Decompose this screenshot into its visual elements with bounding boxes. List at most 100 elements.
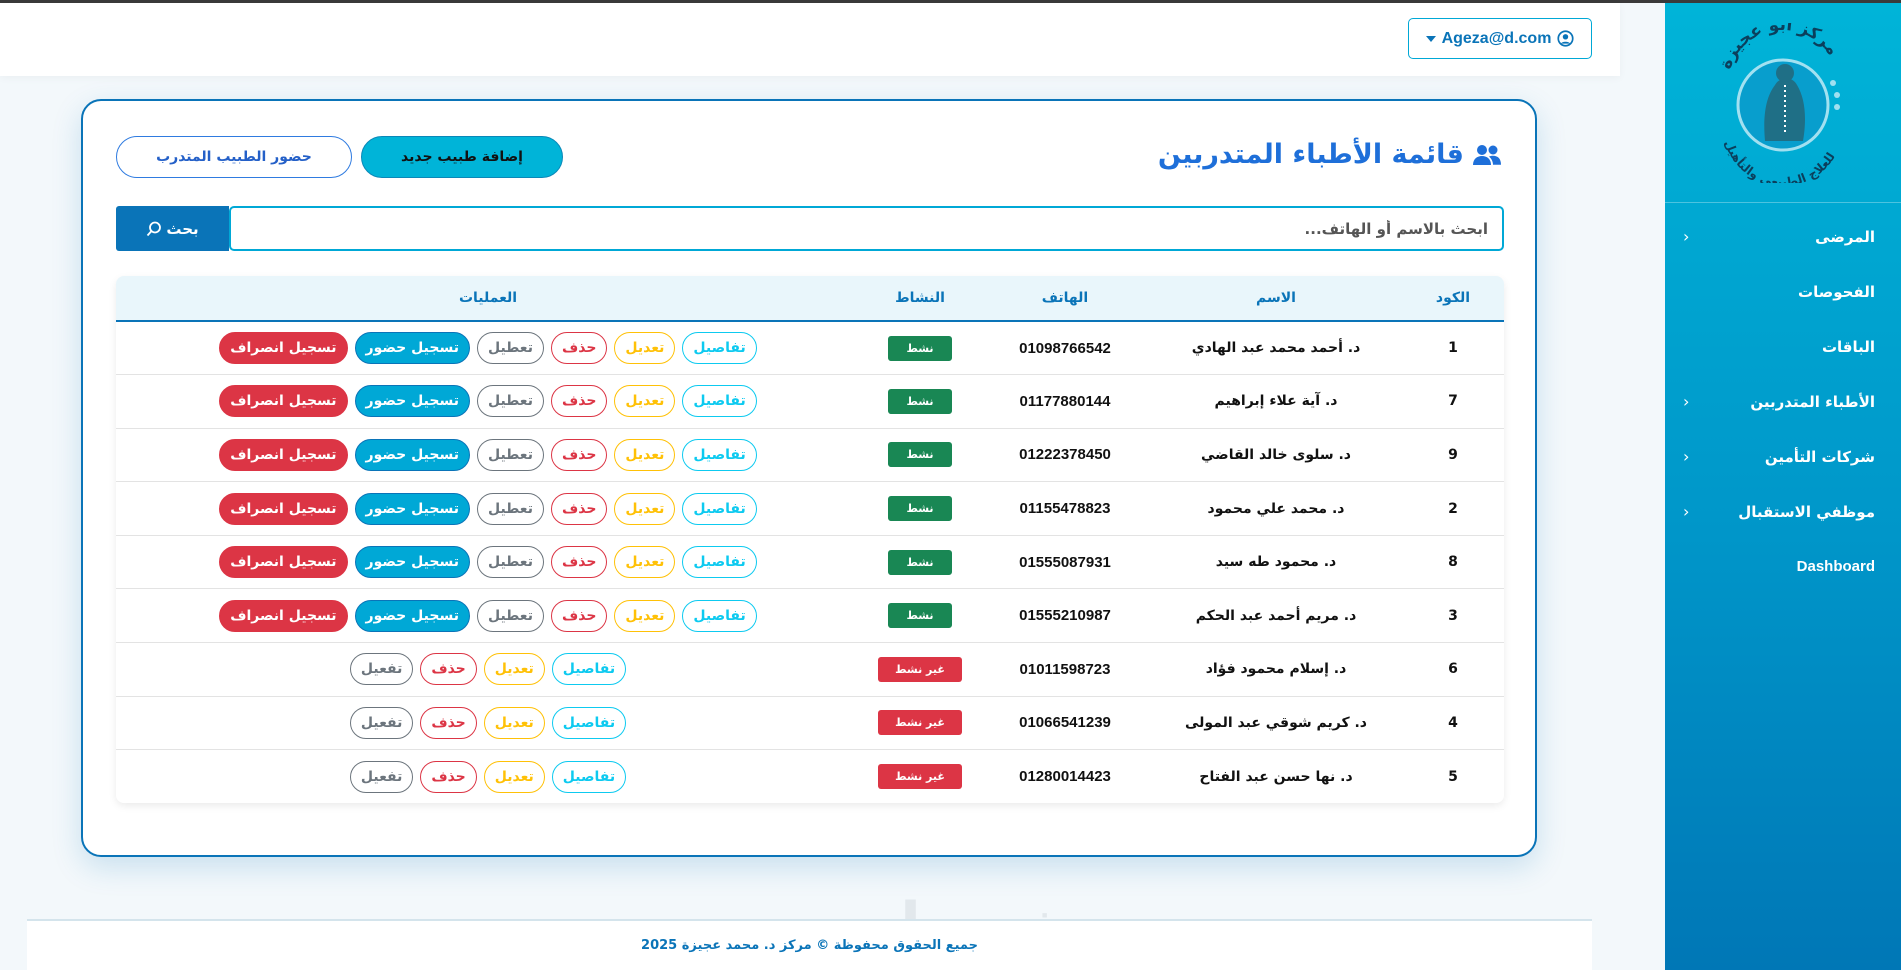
user-circle-icon [1557, 30, 1574, 47]
cell-name: د. أحمد محمد عبد الهادي [1150, 321, 1402, 376]
status-badge: نشط [888, 442, 952, 468]
edit-button[interactable]: تعديل [614, 385, 676, 418]
status-badge: غير نشط [878, 656, 962, 682]
user-email: Ageza@d.com [1441, 29, 1552, 47]
status-badge: نشط [888, 549, 952, 575]
edit-button[interactable]: تعديل [614, 332, 676, 365]
cell-code: 3 [1402, 588, 1504, 644]
cell-name: د. نها حسن عبد الفتاح [1150, 749, 1402, 804]
disable-button[interactable]: تعطيل [476, 492, 544, 525]
cell-status: نشط [860, 481, 980, 536]
table-row: 2 د. محمد علي محمود 01155478823 نشط تفاص… [116, 481, 1504, 536]
details-button[interactable]: تفاصيل [682, 332, 757, 365]
cell-name: د. مريم أحمد عبد الحكم [1150, 588, 1402, 644]
logo[interactable]: مركز أبو عجيزة للعلاج الطبيعي والتأهيل [1665, 3, 1901, 203]
status-badge: غير نشط [878, 710, 962, 736]
disable-button[interactable]: تعطيل [476, 385, 544, 418]
check-out-button[interactable]: تسجيل انصراف [219, 546, 348, 579]
chevron-left-icon: ‹ [1683, 227, 1690, 246]
table-row: 5 د. نها حسن عبد الفتاح 01280014423 غير … [116, 749, 1504, 804]
sidebar-item-examinations[interactable]: الفحوصات [1665, 264, 1901, 319]
cell-name: د. آية علاء إبراهيم [1150, 374, 1402, 429]
delete-button[interactable]: حذف [420, 653, 477, 686]
sidebar-item-receptionists[interactable]: موظفي الاستقبال ‹ [1665, 484, 1901, 539]
delete-button[interactable]: حذف [550, 492, 608, 525]
check-out-button[interactable]: تسجيل انصراف [219, 438, 348, 471]
edit-button[interactable]: تعديل [614, 599, 676, 632]
enable-button[interactable]: تفعيل [349, 706, 414, 739]
details-button[interactable]: تفاصيل [682, 385, 757, 418]
sidebar-item-label: المرضى [1815, 227, 1875, 246]
edit-button[interactable]: تعديل [483, 706, 545, 739]
details-button[interactable]: تفاصيل [551, 653, 627, 686]
chevron-left-icon: ‹ [1683, 502, 1690, 521]
disable-button[interactable]: تعطيل [476, 332, 544, 365]
search-button[interactable]: بحث [116, 206, 229, 251]
sidebar-item-insurance[interactable]: شركات التأمين ‹ [1665, 429, 1901, 484]
cell-status: غير نشط [860, 696, 980, 751]
check-out-button[interactable]: تسجيل انصراف [219, 599, 348, 632]
details-button[interactable]: تفاصيل [682, 492, 757, 525]
details-button[interactable]: تفاصيل [682, 599, 757, 632]
check-out-button[interactable]: تسجيل انصراف [219, 332, 348, 365]
cell-code: 9 [1402, 428, 1504, 483]
cell-phone: 01280014423 [980, 749, 1150, 804]
check-in-button[interactable]: تسجيل حضور [354, 438, 470, 471]
edit-button[interactable]: تعديل [614, 492, 676, 525]
table-row: 9 د. سلوى خالد القاضي 01222378450 نشط تف… [116, 428, 1504, 483]
disable-button[interactable]: تعطيل [476, 599, 544, 632]
column-header-phone: الهاتف [980, 276, 1150, 322]
enable-button[interactable]: تفعيل [349, 760, 414, 793]
delete-button[interactable]: حذف [420, 760, 477, 793]
disable-button[interactable]: تعطيل [476, 546, 544, 579]
check-in-button[interactable]: تسجيل حضور [354, 546, 470, 579]
edit-button[interactable]: تعديل [614, 546, 676, 579]
cell-code: 2 [1402, 481, 1504, 536]
cell-name: د. محمود طه سيد [1150, 535, 1402, 590]
delete-button[interactable]: حذف [420, 706, 477, 739]
row-actions: تفاصيل تعديل حذف تعطيل تسجيل حضور تسجيل انصرا… [116, 438, 860, 471]
sidebar-item-dashboard[interactable]: Dashboard [1665, 539, 1901, 594]
edit-button[interactable]: تعديل [483, 653, 545, 686]
details-button[interactable]: تفاصيل [551, 706, 627, 739]
check-out-button[interactable]: تسجيل انصراف [219, 385, 348, 418]
disable-button[interactable]: تعطيل [476, 438, 544, 471]
details-button[interactable]: تفاصيل [551, 760, 627, 793]
delete-button[interactable]: حذف [550, 332, 608, 365]
sidebar-item-label: الباقات [1821, 337, 1875, 356]
check-out-button[interactable]: تسجيل انصراف [219, 492, 348, 525]
details-button[interactable]: تفاصيل [682, 546, 757, 579]
check-in-button[interactable]: تسجيل حضور [354, 385, 470, 418]
cell-status: غير نشط [860, 749, 980, 804]
delete-button[interactable]: حذف [550, 385, 608, 418]
check-in-button[interactable]: تسجيل حضور [354, 332, 470, 365]
sidebar-item-trainee-doctors[interactable]: الأطباء المتدربين ‹ [1665, 374, 1901, 429]
logo-image: مركز أبو عجيزة للعلاج الطبيعي والتأهيل [1715, 23, 1842, 183]
details-button[interactable]: تفاصيل [682, 438, 757, 471]
search-input[interactable] [229, 206, 1504, 251]
delete-button[interactable]: حذف [550, 599, 608, 632]
cell-phone: 01555087931 [980, 535, 1150, 590]
edit-button[interactable]: تعديل [483, 760, 545, 793]
check-in-button[interactable]: تسجيل حضور [354, 492, 470, 525]
user-menu-button[interactable]: Ageza@d.com [1408, 18, 1592, 59]
cell-actions: تفاصيل تعديل حذف تفعيل [116, 749, 860, 804]
cell-code: 5 [1402, 749, 1504, 804]
enable-button[interactable]: تفعيل [349, 653, 414, 686]
sidebar-item-patients[interactable]: المرضى ‹ [1665, 209, 1901, 264]
cell-code: 4 [1402, 696, 1504, 751]
doctor-attendance-button[interactable]: حضور الطبيب المتدرب [116, 136, 352, 178]
add-doctor-button[interactable]: إضافة طبيب جديد [361, 136, 563, 178]
cell-phone: 01011598723 [980, 642, 1150, 697]
sidebar-item-packages[interactable]: الباقات [1665, 319, 1901, 374]
row-actions: تفاصيل تعديل حذف تعطيل تسجيل حضور تسجيل انصرا… [116, 492, 860, 525]
cell-actions: تفاصيل تعديل حذف تعطيل تسجيل حضور تسجيل انصرا… [116, 588, 860, 644]
cell-status: نشط [860, 588, 980, 644]
check-in-button[interactable]: تسجيل حضور [354, 599, 470, 632]
delete-button[interactable]: حذف [550, 546, 608, 579]
cell-phone: 01155478823 [980, 481, 1150, 536]
sidebar-item-label: موظفي الاستقبال [1738, 502, 1875, 521]
edit-button[interactable]: تعديل [614, 438, 676, 471]
column-header-status: النشاط [860, 276, 980, 322]
delete-button[interactable]: حذف [550, 438, 608, 471]
